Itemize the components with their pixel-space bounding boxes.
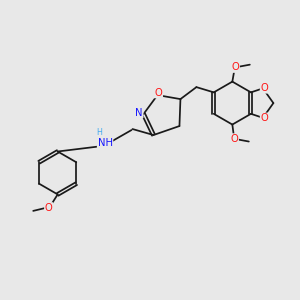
Text: O: O [232, 62, 239, 72]
Text: H: H [97, 128, 103, 136]
Text: O: O [45, 203, 52, 213]
Text: O: O [260, 113, 268, 123]
Text: N: N [135, 108, 143, 118]
Text: O: O [230, 134, 238, 144]
Text: O: O [154, 88, 162, 98]
Text: O: O [260, 83, 268, 93]
Text: NH: NH [98, 138, 112, 148]
